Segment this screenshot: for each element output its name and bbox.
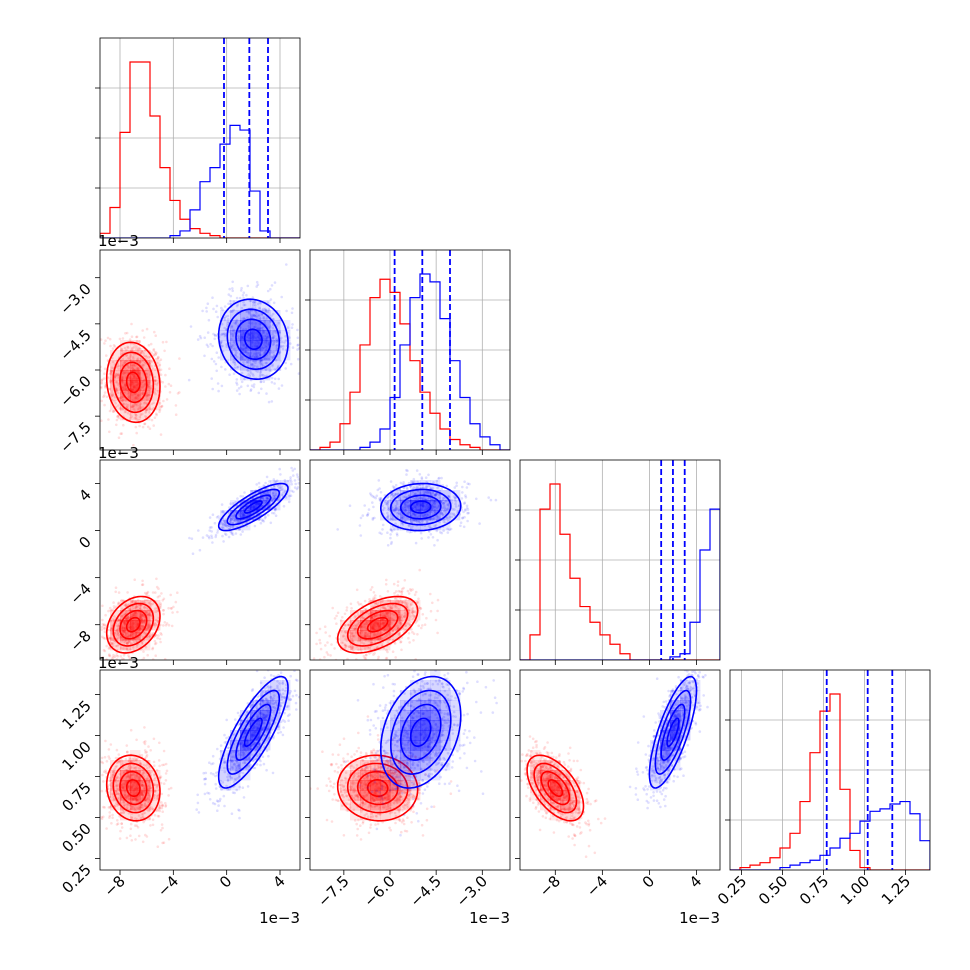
contours-2-1-series-1 xyxy=(379,482,462,532)
contours-3-2-series-1 xyxy=(648,675,698,789)
ytick-label-1-2: −4.5 xyxy=(56,326,94,364)
frame-2-1 xyxy=(309,459,511,661)
panel-3-2 xyxy=(515,669,721,875)
panel-0-0 xyxy=(95,37,301,243)
panel-2-0 xyxy=(95,459,301,665)
ytick-label-2-1: −4 xyxy=(66,580,94,608)
ytick-label-1-3: −3.0 xyxy=(56,280,94,318)
histogram-2-series-0 xyxy=(520,483,720,660)
panel-3-1 xyxy=(305,669,511,875)
panel-2-2 xyxy=(515,459,721,665)
xtick-label-2-1: −4 xyxy=(583,872,611,900)
frame-1-0 xyxy=(99,249,301,451)
contours-3-0-series-1 xyxy=(217,675,289,789)
ytick-label-3-3: 1.00 xyxy=(58,738,94,774)
xtick-label-3-1: 0.50 xyxy=(755,872,791,908)
panels-layer xyxy=(95,37,931,875)
ytick-label-3-2: 0.75 xyxy=(58,779,94,815)
contours-2-1-series-0 xyxy=(336,595,419,654)
x-offset-label-1: 1e−3 xyxy=(469,909,510,927)
frame-3-2 xyxy=(519,669,721,871)
xtick-label-0-1: −4 xyxy=(154,872,182,900)
xtick-label-0-2: 0 xyxy=(216,872,235,891)
xtick-label-3-2: 0.75 xyxy=(796,872,832,908)
contours-2-0-series-0 xyxy=(105,595,161,654)
ytick-label-1-0: −7.5 xyxy=(56,418,94,456)
x-offset-label-2: 1e−3 xyxy=(679,909,720,927)
xtick-label-2-2: 0 xyxy=(639,872,658,891)
ytick-label-2-0: −8 xyxy=(66,627,94,655)
ytick-label-3-4: 1.25 xyxy=(58,697,94,733)
frame-3-1 xyxy=(309,669,511,871)
histogram-1-series-1 xyxy=(310,273,510,450)
ytick-label-2-3: 4 xyxy=(75,486,94,505)
frame-3-0 xyxy=(99,669,301,871)
histogram-3-series-1 xyxy=(730,800,930,870)
ytick-label-1-1: −6.0 xyxy=(56,372,94,410)
panel-3-0 xyxy=(95,669,301,875)
histogram-3-series-0 xyxy=(730,693,930,870)
ytick-label-2-2: 0 xyxy=(75,533,94,552)
contours-1-0-series-0 xyxy=(105,341,161,424)
panel-3-3 xyxy=(725,669,931,875)
xtick-label-0-3: 4 xyxy=(269,872,288,891)
xtick-label-3-3: 1.00 xyxy=(837,872,873,908)
contours-3-2-series-0 xyxy=(526,754,585,822)
xtick-label-3-4: 1.25 xyxy=(878,872,914,908)
xtick-label-1-0: −7.5 xyxy=(314,872,352,910)
y-offset-label-1: 1e−3 xyxy=(98,444,139,462)
density-2-0-series-1 xyxy=(220,480,291,531)
panel-2-1 xyxy=(305,459,511,665)
panel-1-1 xyxy=(305,249,511,455)
contours-3-0-series-0 xyxy=(105,754,161,822)
frame-2-0 xyxy=(99,459,301,661)
histogram-2-series-1 xyxy=(520,508,720,660)
grid-3-3 xyxy=(730,670,930,870)
contours-2-0-series-1 xyxy=(217,482,289,532)
xtick-label-2-3: 4 xyxy=(686,872,705,891)
contours-1-0-series-1 xyxy=(217,298,289,381)
xtick-label-2-0: −8 xyxy=(536,872,564,900)
grid-0-0 xyxy=(100,38,300,238)
contours-3-1-series-1 xyxy=(379,675,462,789)
grid-2-2 xyxy=(520,460,720,660)
histogram-0-series-0 xyxy=(100,61,300,238)
contours-3-1-series-0 xyxy=(336,754,419,822)
histogram-1-series-0 xyxy=(310,278,510,450)
xtick-label-0-0: −8 xyxy=(100,872,128,900)
text-layer: −7.5−6.0−4.5−3.0−8−404−8 −4 0 41e−30.250.50… xyxy=(56,232,914,927)
xtick-label-1-3: −3.0 xyxy=(453,872,491,910)
panel-1-0 xyxy=(95,249,301,455)
y-offset-label-2: 1e−3 xyxy=(98,654,139,672)
xtick-label-3-0: 0.25 xyxy=(714,872,750,908)
y-offset-label-0: 1e−3 xyxy=(98,232,139,250)
xtick-label-1-1: −6.0 xyxy=(360,872,398,910)
xtick-label-1-2: −4.5 xyxy=(406,872,444,910)
ytick-label-3-1: 0.50 xyxy=(58,820,94,856)
histogram-0-series-1 xyxy=(100,124,300,238)
x-offset-label-0: 1e−3 xyxy=(259,909,300,927)
ytick-label-3-0: 0.25 xyxy=(58,861,94,897)
